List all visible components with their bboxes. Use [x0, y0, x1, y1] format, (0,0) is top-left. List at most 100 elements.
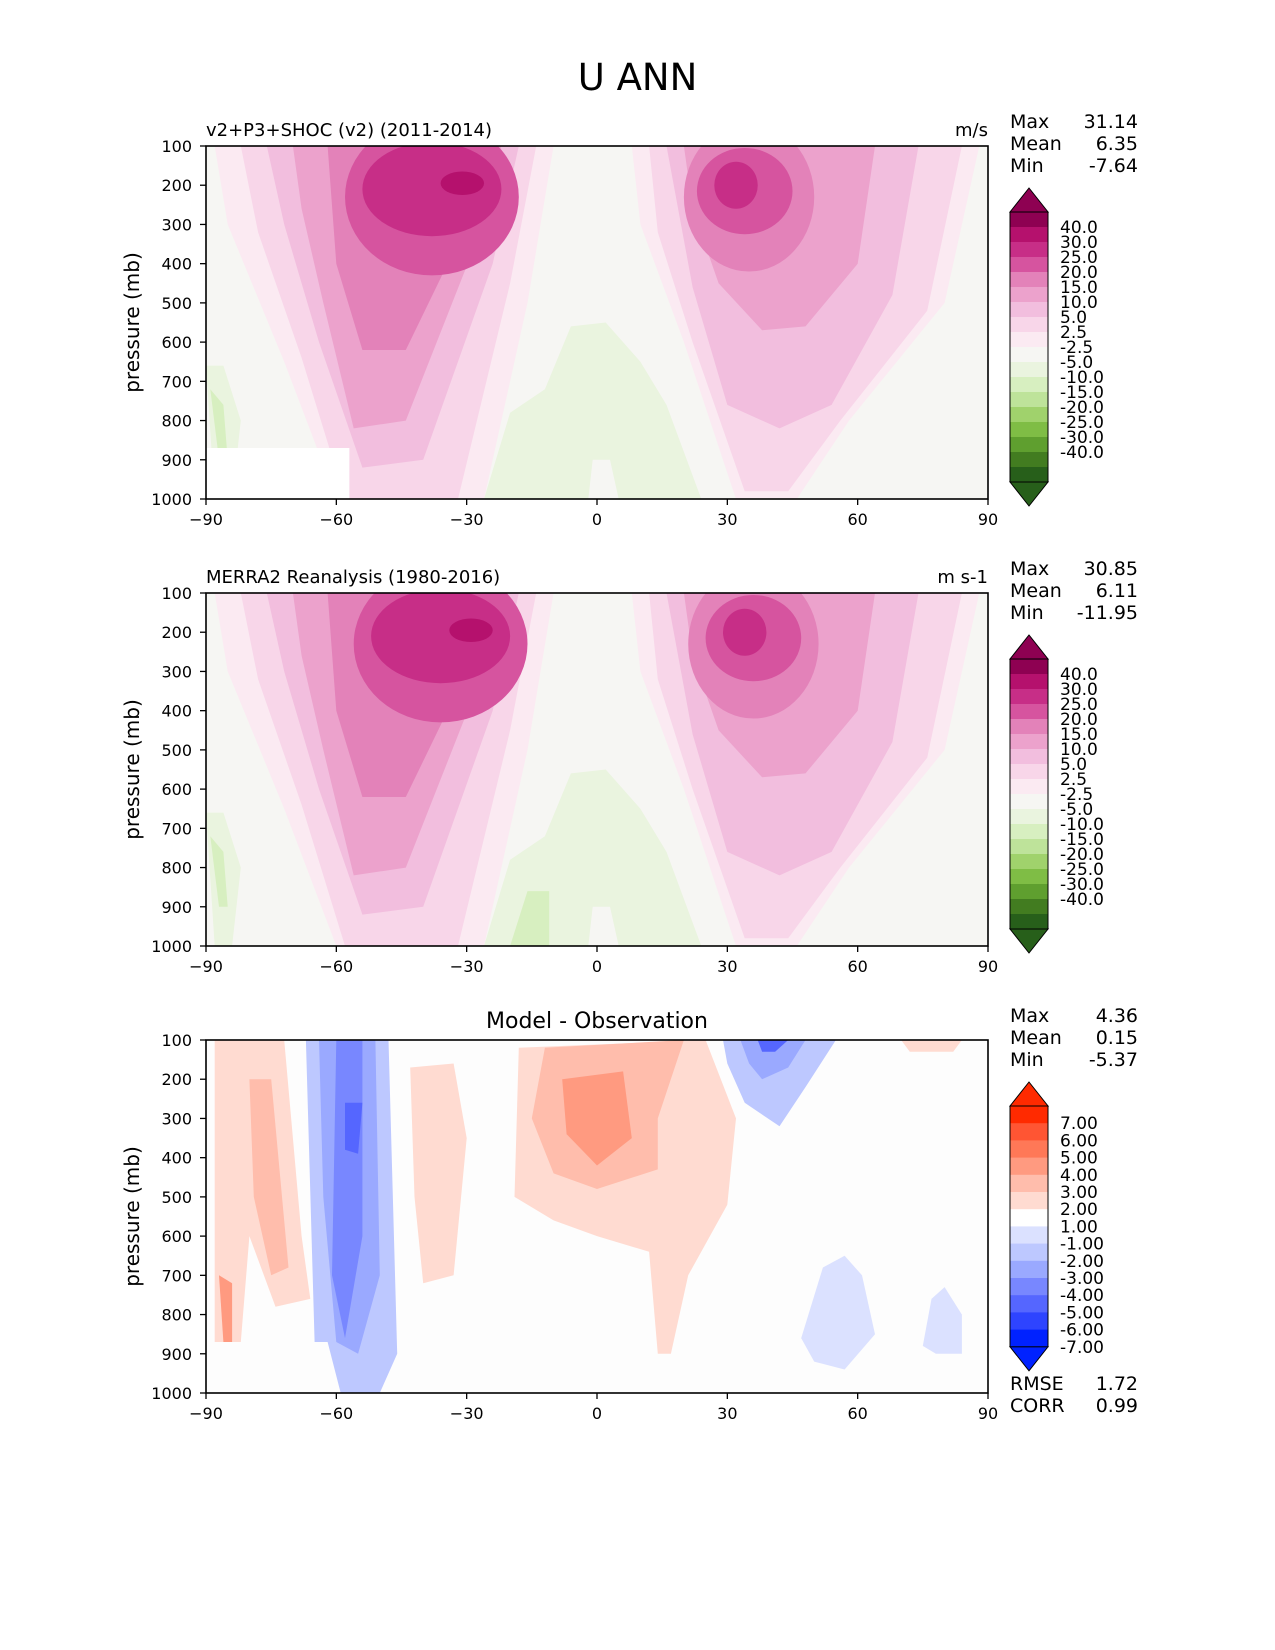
y-tick-label: 200: [161, 1070, 192, 1089]
stat-label: Max: [1010, 1005, 1050, 1027]
x-tick-label: −30: [450, 510, 484, 529]
stat-max-value: 4.36: [1095, 1005, 1138, 1027]
colorbar-label: -1.00: [1060, 1235, 1104, 1255]
y-tick-label: 1000: [151, 937, 192, 956]
colorbar-label: 2.5: [1060, 323, 1087, 343]
colorbar-swatch: [1010, 1174, 1048, 1193]
y-tick-label: 300: [161, 662, 192, 681]
y-tick-label: 100: [161, 584, 192, 603]
y-tick-label: 1000: [151, 490, 192, 509]
colorbar-swatch: [1010, 779, 1048, 795]
y-tick-label: 200: [161, 176, 192, 195]
contour-field: [206, 593, 988, 946]
colorbar-extend-top: [1008, 1081, 1050, 1107]
contour-band: [219, 1275, 233, 1342]
contour-band: [714, 161, 758, 209]
colorbar-label: -30.0: [1060, 875, 1104, 895]
x-tick-label: −60: [319, 1404, 353, 1423]
y-tick-label: 800: [161, 1306, 192, 1325]
colorbar-label: 40.0: [1060, 665, 1098, 685]
y-tick-label: 600: [161, 333, 192, 352]
colorbar-label: -20.0: [1060, 398, 1104, 418]
colorbar-swatch: [1010, 422, 1048, 438]
stat-label: Mean: [1010, 1027, 1062, 1049]
colorbar-frame: [1009, 1105, 1049, 1348]
main-title: U ANN: [577, 56, 698, 99]
colorbar-label: 6.00: [1060, 1131, 1098, 1151]
colorbar-extend-top: [1008, 634, 1050, 660]
x-tick-label: 60: [847, 957, 867, 976]
colorbar-swatch: [1010, 914, 1048, 930]
stat-max-value: 30.85: [1083, 558, 1138, 580]
colorbar-extend-bottom: [1008, 928, 1050, 954]
colorbar-extend-bottom: [1008, 481, 1050, 507]
colorbar-swatch: [1010, 1209, 1048, 1227]
colorbar-swatch: [1010, 809, 1048, 825]
y-tick-label: 600: [161, 1227, 192, 1246]
colorbar-swatch: [1010, 704, 1048, 720]
contour-band: [510, 891, 550, 946]
colorbar-swatch: [1010, 884, 1048, 900]
colorbar-label: -4.00: [1060, 1286, 1104, 1306]
stat-mean-value: 0.15: [1095, 1027, 1138, 1049]
colorbar-extend-top: [1008, 187, 1050, 213]
contour-band: [410, 1063, 467, 1284]
colorbar-swatch: [1010, 734, 1048, 750]
x-tick-label: 30: [717, 957, 737, 976]
colorbar-swatch: [1010, 242, 1048, 258]
y-tick-label: 600: [161, 780, 192, 799]
colorbar-label: 5.0: [1060, 755, 1087, 775]
colorbar-label: 2.5: [1060, 770, 1087, 790]
x-tick-label: −90: [189, 1404, 223, 1423]
stat-label: CORR: [1010, 1395, 1065, 1417]
colorbar-swatch: [1010, 467, 1048, 483]
y-tick-label: 500: [161, 741, 192, 760]
stat-min-value: -5.37: [1088, 1049, 1138, 1071]
colorbar-label: 5.0: [1060, 308, 1087, 328]
y-axis-label: pressure (mb): [120, 1146, 144, 1287]
x-tick-label: −90: [189, 510, 223, 529]
stats-diff-skill: RMSE 1.72 CORR 0.99: [1010, 1373, 1138, 1417]
y-tick-label: 1000: [151, 1384, 192, 1403]
contour-band: [345, 1102, 363, 1154]
y-tick-label: 500: [161, 294, 192, 313]
colorbar-label: -10.0: [1060, 815, 1104, 835]
colorbar-swatch: [1010, 1329, 1048, 1348]
colorbar-swatch: [1010, 689, 1048, 705]
x-tick-label: −60: [319, 510, 353, 529]
stats-test: Max 31.14 Mean 6.35 Min -7.64: [1010, 111, 1138, 177]
x-tick-label: 30: [717, 1404, 737, 1423]
panel-units: m/s: [955, 120, 988, 141]
colorbar-swatch: [1010, 1123, 1048, 1141]
x-tick-label: −90: [189, 957, 223, 976]
stats-ref: Max 30.85 Mean 6.11 Min -11.95: [1010, 558, 1138, 624]
colorbar-swatch: [1010, 362, 1048, 378]
colorbar-swatch: [1010, 899, 1048, 915]
colorbar-label: -15.0: [1060, 830, 1104, 850]
colorbar-swatch: [1010, 287, 1048, 303]
y-tick-label: 400: [161, 1149, 192, 1168]
y-axis-label: pressure (mb): [120, 252, 144, 393]
colorbar-swatch: [1010, 377, 1048, 393]
contour-band: [440, 171, 485, 196]
colorbar-label: 15.0: [1060, 278, 1098, 298]
colorbar-swatch: [1010, 1312, 1048, 1331]
stat-min-value: -7.64: [1088, 155, 1138, 177]
colorbar-label: -2.5: [1060, 785, 1093, 805]
stat-label: Mean: [1010, 133, 1062, 155]
contour-band: [801, 1255, 875, 1370]
colorbar-label: 30.0: [1060, 233, 1098, 253]
colorbar-swatch: [1010, 407, 1048, 423]
colorbar-label: 10.0: [1060, 740, 1098, 760]
stat-label: Mean: [1010, 580, 1062, 602]
stats-diff: Max 4.36 Mean 0.15 Min -5.37: [1010, 1005, 1138, 1071]
y-tick-label: 100: [161, 137, 192, 156]
y-tick-label: 700: [161, 819, 192, 838]
contour-band: [210, 389, 228, 460]
colorbar-swatch: [1010, 257, 1048, 273]
x-tick-label: −30: [450, 1404, 484, 1423]
contour-band: [722, 608, 767, 656]
